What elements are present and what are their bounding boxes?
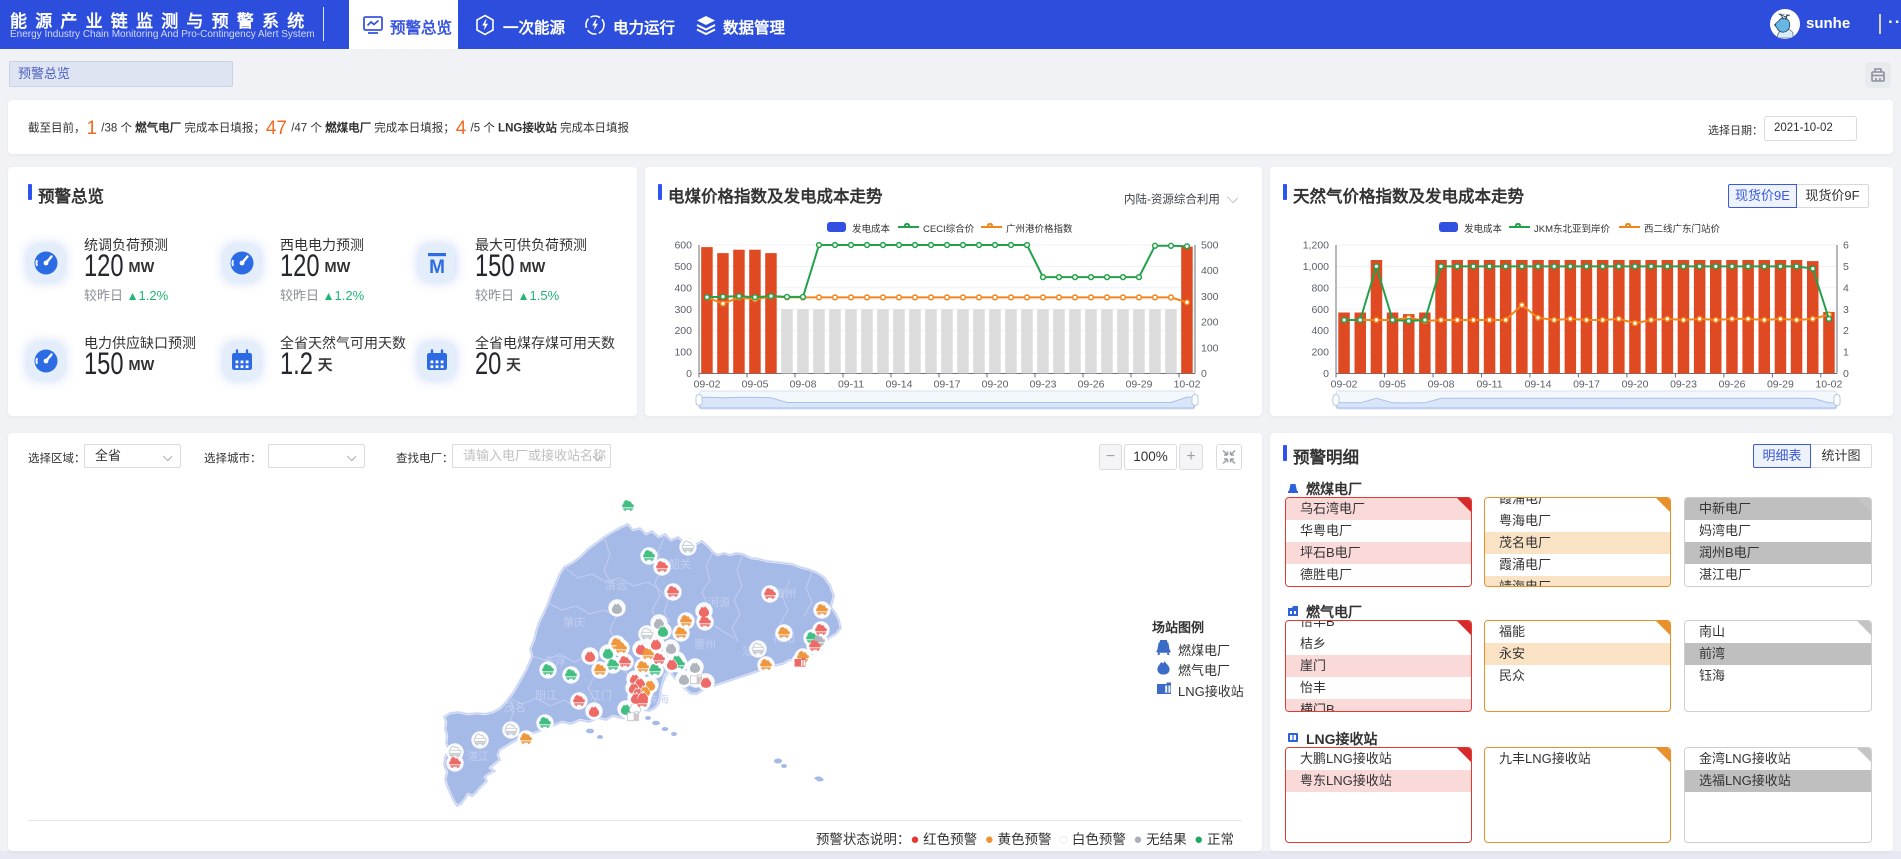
svg-text:200: 200: [1311, 347, 1329, 359]
svg-text:09-02: 09-02: [1331, 379, 1358, 391]
svg-text:09-05: 09-05: [1379, 379, 1406, 391]
svg-text:4: 4: [1843, 282, 1849, 294]
svg-text:0: 0: [686, 368, 692, 380]
svg-text:M: M: [429, 257, 445, 278]
svg-text:江门: 江门: [590, 688, 612, 702]
svg-text:1,200: 1,200: [1303, 240, 1329, 252]
svg-text:600: 600: [1311, 304, 1329, 316]
svg-text:09-17: 09-17: [1573, 379, 1600, 391]
svg-text:茂名: 茂名: [504, 700, 526, 714]
svg-text:500: 500: [674, 261, 692, 273]
svg-text:3: 3: [1843, 304, 1849, 316]
svg-text:800: 800: [1311, 282, 1329, 294]
svg-text:200: 200: [1201, 317, 1219, 329]
svg-text:400: 400: [1201, 265, 1219, 277]
svg-text:5: 5: [1843, 261, 1849, 273]
svg-text:珠海: 珠海: [647, 692, 669, 706]
svg-text:09-11: 09-11: [838, 379, 864, 391]
svg-text:09-29: 09-29: [1767, 379, 1794, 391]
svg-text:梅州: 梅州: [774, 586, 796, 600]
svg-text:200: 200: [674, 325, 692, 337]
svg-text:09-20: 09-20: [1622, 379, 1649, 391]
svg-text:09-05: 09-05: [742, 379, 769, 391]
svg-text:09-11: 09-11: [1476, 379, 1502, 391]
svg-text:0: 0: [1201, 368, 1207, 380]
svg-text:09-23: 09-23: [1670, 379, 1697, 391]
svg-text:09-26: 09-26: [1719, 379, 1746, 391]
svg-text:09-23: 09-23: [1030, 379, 1057, 391]
svg-text:09-26: 09-26: [1078, 379, 1105, 391]
svg-text:09-08: 09-08: [1428, 379, 1455, 391]
svg-text:2: 2: [1843, 325, 1849, 337]
svg-text:肇庆: 肇庆: [563, 615, 585, 629]
svg-text:河源: 河源: [708, 595, 730, 609]
svg-text:600: 600: [674, 240, 692, 252]
svg-text:300: 300: [674, 304, 692, 316]
svg-text:100: 100: [674, 347, 692, 359]
svg-text:500: 500: [1201, 240, 1219, 252]
svg-text:6: 6: [1843, 240, 1849, 252]
svg-text:10-02: 10-02: [1174, 379, 1201, 391]
svg-text:09-17: 09-17: [934, 379, 961, 391]
svg-text:400: 400: [674, 282, 692, 294]
svg-text:湛江: 湛江: [467, 750, 489, 763]
svg-text:1: 1: [1843, 347, 1849, 359]
svg-text:400: 400: [1311, 325, 1329, 337]
svg-text:韶关: 韶关: [669, 557, 691, 571]
svg-text:09-02: 09-02: [694, 379, 721, 391]
svg-text:0: 0: [1843, 368, 1849, 380]
svg-text:惠州: 惠州: [694, 637, 716, 651]
svg-text:0: 0: [1323, 368, 1329, 380]
svg-text:09-08: 09-08: [790, 379, 817, 391]
svg-text:300: 300: [1201, 291, 1219, 303]
svg-text:09-14: 09-14: [886, 379, 913, 391]
svg-text:100: 100: [1201, 342, 1219, 354]
svg-text:09-20: 09-20: [982, 379, 1009, 391]
svg-text:清远: 清远: [605, 579, 627, 592]
svg-text:1,000: 1,000: [1303, 261, 1329, 273]
svg-text:09-14: 09-14: [1525, 379, 1552, 391]
svg-text:阳江: 阳江: [535, 689, 557, 702]
svg-text:09-29: 09-29: [1126, 379, 1153, 391]
svg-text:10-02: 10-02: [1815, 379, 1842, 391]
